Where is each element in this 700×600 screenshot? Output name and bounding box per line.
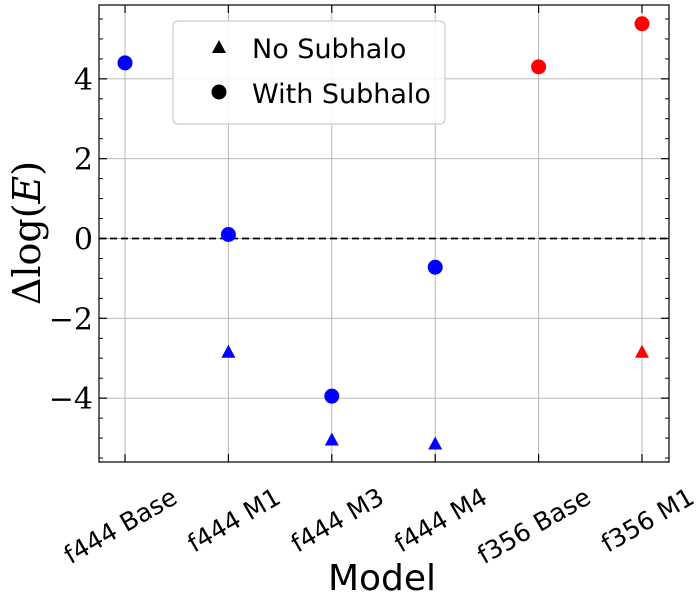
point-with-subhalo [117,55,133,71]
y-axis-title: Δlog(E) [5,161,49,305]
point-with-subhalo [531,59,547,75]
y-axis-title-var: E [5,175,49,204]
x-tick-label: f444 M1 [183,482,286,558]
point-with-subhalo [324,388,340,404]
x-tick-label: f444 Base [59,482,182,570]
y-axis-title-open: ( [5,203,49,218]
data-points [117,16,650,450]
svg-text:Δlog(E): Δlog(E) [5,161,49,305]
x-axis-title: Model [328,558,436,599]
y-tick-labels: −4 −2 0 2 4 [49,63,93,417]
x-tick-label: f444 M3 [286,482,389,558]
plot-frame [98,4,670,463]
legend-triangle-icon [212,40,226,53]
y-axis-title-log: log [5,218,49,277]
y-tick-label: −4 [49,382,93,417]
point-no-subhalo [635,344,649,358]
y-tick-label: 4 [74,63,93,98]
y-axis-title-delta: Δ [5,278,49,305]
legend-circle-icon [211,84,227,100]
legend-box [172,20,446,125]
legend-label-with-subhalo: With Subhalo [252,79,431,110]
point-with-subhalo [220,226,236,242]
point-no-subhalo [221,344,236,358]
point-no-subhalo [428,436,443,450]
point-with-subhalo [634,16,650,32]
point-with-subhalo [427,259,443,275]
x-tick-label: f356 Base [473,482,596,570]
legend: No Subhalo With Subhalo [172,20,446,125]
y-tick-label: 0 [74,222,93,257]
point-no-subhalo [324,432,339,446]
legend-label-no-subhalo: No Subhalo [252,34,406,65]
x-tick-label: f356 M1 [596,482,699,558]
ticks [99,5,669,462]
y-tick-label: −2 [49,302,93,337]
y-axis-title-close: ) [5,161,49,176]
y-tick-label: 2 [74,143,93,178]
